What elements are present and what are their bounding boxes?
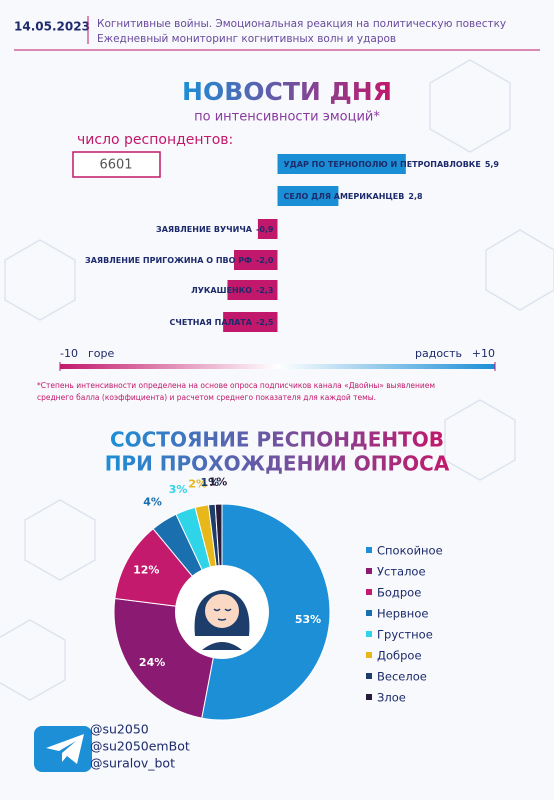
bar <box>277 154 406 174</box>
bar <box>277 186 339 206</box>
pie-title: СОСТОЯНИЕ РЕСПОНДЕНТОВ <box>110 428 444 452</box>
bar-label: ЗАЯВЛЕНИЕ ВУЧИЧА -0,9 <box>156 225 274 234</box>
legend: Спокойное Усталое Бодрое Нервное Грустное Доб… <box>366 544 443 705</box>
slice-label: 1% <box>200 476 219 489</box>
category: ЛУКАШЕНКО <box>191 286 252 295</box>
respondents-label: число респондентов: <box>77 132 233 148</box>
slice-label: 53% <box>295 613 321 626</box>
bar <box>257 219 278 239</box>
bar-label: ЛУКАШЕНКО -2,3 <box>191 286 273 295</box>
telegram-icon <box>34 726 92 772</box>
value-label: -2,5 <box>256 318 274 327</box>
date: 14.05.2023 <box>14 20 90 34</box>
legend-swatch <box>366 694 372 700</box>
bar-label: СЧЕТНАЯ ПАЛАТА -2,5 <box>170 318 274 327</box>
x-tick-label: +10 <box>472 347 495 360</box>
slice-label: 24% <box>139 656 165 669</box>
legend-swatch <box>366 652 372 658</box>
category: ЗАЯВЛЕНИЕ ВУЧИЧА <box>156 225 253 234</box>
bar-label: СЕЛО ДЛЯ АМЕРИКАНЦЕВ 2,8 <box>284 192 423 201</box>
bar <box>223 312 278 332</box>
handle: @su2050emBot <box>90 739 190 754</box>
header-line: Ежедневный мониторинг когнитивных волн и… <box>97 33 396 45</box>
legend-entry: Спокойное <box>377 544 443 558</box>
legend-swatch <box>366 673 372 679</box>
value-label: -2,3 <box>256 286 274 295</box>
legend-swatch <box>366 589 372 595</box>
handle: @su2050 <box>90 722 149 737</box>
legend-entry: Веселое <box>377 670 427 684</box>
news-title: НОВОСТИ ДНЯ <box>182 77 392 106</box>
legend-entry: Злое <box>377 691 406 705</box>
slice-label: 1% <box>209 475 228 488</box>
category: СЧЕТНАЯ ПАЛАТА <box>170 318 253 327</box>
category: УДАР ПО ТЕРНОПОЛЮ И ПЕТРОПАВЛОВКЕ <box>284 160 481 169</box>
axis-label: радость <box>415 347 462 360</box>
footer: @su2050 @su2050emBot @suralov_bot <box>90 722 190 771</box>
value-label: -0,9 <box>256 225 274 234</box>
category: ЗАЯВЛЕНИЕ ПРИГОЖИНА О ПВО РФ <box>85 256 252 265</box>
slice-label: 12% <box>133 563 159 576</box>
slice-label: 4% <box>143 496 162 509</box>
legend-swatch <box>366 547 372 553</box>
slice-label: 2% <box>188 478 207 491</box>
handle: @suralov_bot <box>90 756 175 771</box>
bar <box>227 280 278 300</box>
footnote: среднего балла (коэффициента) и расчетом… <box>37 393 376 402</box>
legend-entry: Усталое <box>377 565 426 579</box>
legend-swatch <box>366 631 372 637</box>
category: СЕЛО ДЛЯ АМЕРИКАНЦЕВ <box>284 192 405 201</box>
legend-entry: Бодрое <box>377 586 421 600</box>
legend-entry: Доброе <box>377 649 422 663</box>
value-label: -2,0 <box>256 256 274 265</box>
pie-subtitle: ПРИ ПРОХОЖДЕНИИ ОПРОСА <box>105 452 450 476</box>
legend-swatch <box>366 568 372 574</box>
news-subtitle: по интенсивности эмоций* <box>194 110 380 125</box>
bar-label: ЗАЯВЛЕНИЕ ПРИГОЖИНА О ПВО РФ -2,0 <box>85 256 274 265</box>
value-label: 5,9 <box>485 160 500 169</box>
respondents-box <box>72 151 161 178</box>
telegram-plane <box>46 734 84 764</box>
footnote: *Степень интенсивности определена на осн… <box>37 381 435 390</box>
bar-chart: УДАР ПО ТЕРНОПОЛЮ И ПЕТРОПАВЛОВКЕ 5,9 СЕЛО… <box>59 154 500 371</box>
bar <box>234 250 278 270</box>
legend-swatch <box>366 610 372 616</box>
axis-gradient <box>60 364 495 369</box>
slice-label: 3% <box>169 483 188 496</box>
header-line: Когнитивные войны. Эмоциональная реакция… <box>97 18 506 30</box>
value-label: 2,8 <box>408 192 423 201</box>
legend-entry: Грустное <box>377 628 433 642</box>
face-icon <box>175 565 269 659</box>
x-tick-label: -10 <box>60 347 78 360</box>
respondents: 6601 <box>99 158 132 173</box>
bar-label: УДАР ПО ТЕРНОПОЛЮ И ПЕТРОПАВЛОВКЕ 5,9 <box>284 160 500 169</box>
legend-entry: Нервное <box>377 607 428 621</box>
axis-label: горе <box>88 347 114 360</box>
hex-pattern <box>0 59 554 701</box>
